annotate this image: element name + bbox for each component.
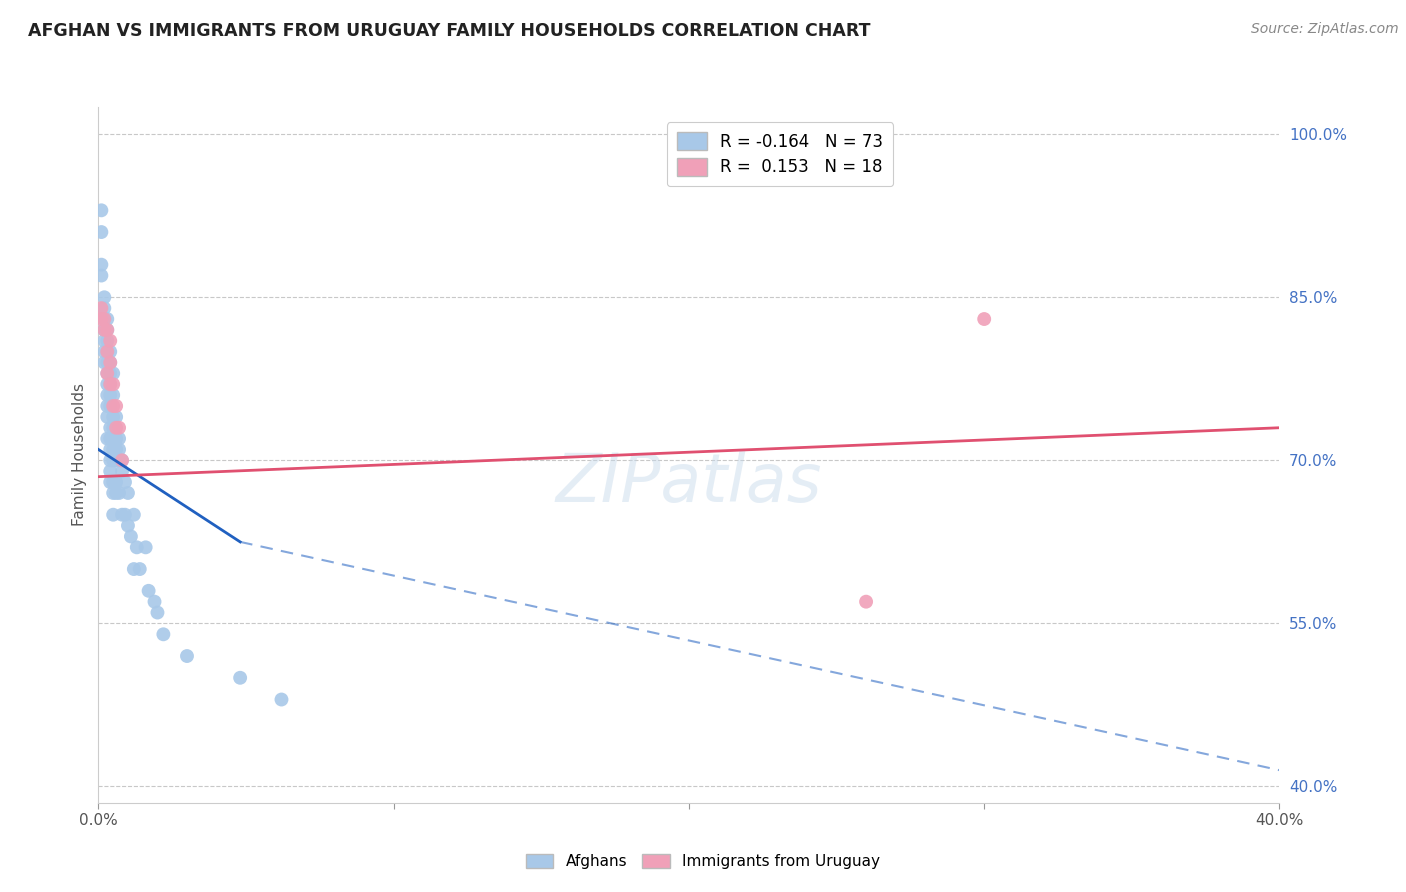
Point: [855, 595, 877, 609]
Point: [96, 312, 118, 326]
Point: [96, 334, 118, 348]
Point: [111, 453, 134, 467]
Point: [108, 442, 131, 457]
Text: AFGHAN VS IMMIGRANTS FROM URUGUAY FAMILY HOUSEHOLDS CORRELATION CHART: AFGHAN VS IMMIGRANTS FROM URUGUAY FAMILY…: [28, 22, 870, 40]
Point: [98, 377, 121, 392]
Point: [98, 334, 121, 348]
Point: [105, 421, 128, 435]
Point: [93, 355, 115, 369]
Point: [96, 399, 118, 413]
Point: [108, 421, 131, 435]
Point: [146, 606, 169, 620]
Point: [103, 453, 125, 467]
Point: [103, 409, 125, 424]
Point: [90, 225, 112, 239]
Y-axis label: Family Households: Family Households: [72, 384, 87, 526]
Point: [96, 367, 118, 381]
Point: [98, 432, 121, 446]
Legend: Afghans, Immigrants from Uruguay: Afghans, Immigrants from Uruguay: [520, 847, 886, 875]
Point: [114, 475, 136, 489]
Point: [96, 355, 118, 369]
Point: [122, 508, 145, 522]
Point: [103, 475, 125, 489]
Point: [105, 475, 128, 489]
Point: [111, 508, 134, 522]
Point: [98, 421, 121, 435]
Point: [93, 301, 115, 315]
Point: [122, 562, 145, 576]
Point: [98, 377, 121, 392]
Point: [105, 442, 128, 457]
Legend: R = -0.164   N = 73, R =  0.153   N = 18: R = -0.164 N = 73, R = 0.153 N = 18: [666, 122, 893, 186]
Point: [98, 388, 121, 402]
Point: [103, 388, 125, 402]
Text: Source: ZipAtlas.com: Source: ZipAtlas.com: [1251, 22, 1399, 37]
Point: [138, 583, 160, 598]
Point: [93, 344, 115, 359]
Point: [103, 508, 125, 522]
Point: [93, 323, 115, 337]
Point: [96, 409, 118, 424]
Point: [120, 529, 142, 543]
Point: [111, 464, 134, 478]
Point: [973, 312, 995, 326]
Point: [108, 453, 131, 467]
Point: [96, 388, 118, 402]
Point: [98, 399, 121, 413]
Point: [98, 464, 121, 478]
Point: [96, 344, 118, 359]
Point: [105, 409, 128, 424]
Point: [103, 399, 125, 413]
Point: [93, 312, 115, 326]
Point: [98, 442, 121, 457]
Point: [103, 442, 125, 457]
Point: [117, 486, 139, 500]
Point: [98, 344, 121, 359]
Point: [98, 367, 121, 381]
Point: [143, 595, 166, 609]
Point: [105, 486, 128, 500]
Point: [90, 268, 112, 283]
Point: [105, 399, 128, 413]
Point: [93, 312, 115, 326]
Point: [93, 290, 115, 304]
Point: [93, 334, 115, 348]
Point: [103, 377, 125, 392]
Point: [117, 518, 139, 533]
Point: [90, 258, 112, 272]
Point: [96, 323, 118, 337]
Point: [114, 508, 136, 522]
Point: [96, 323, 118, 337]
Point: [229, 671, 252, 685]
Point: [96, 344, 118, 359]
Point: [103, 486, 125, 500]
Point: [96, 367, 118, 381]
Point: [98, 475, 121, 489]
Point: [135, 541, 157, 555]
Text: ZIPatlas: ZIPatlas: [555, 450, 823, 516]
Point: [270, 692, 292, 706]
Point: [128, 562, 150, 576]
Point: [98, 453, 121, 467]
Point: [96, 432, 118, 446]
Point: [90, 312, 112, 326]
Point: [105, 453, 128, 467]
Point: [105, 432, 128, 446]
Point: [96, 377, 118, 392]
Point: [103, 421, 125, 435]
Point: [176, 648, 198, 663]
Point: [98, 355, 121, 369]
Point: [152, 627, 174, 641]
Point: [111, 453, 134, 467]
Point: [103, 367, 125, 381]
Point: [98, 355, 121, 369]
Point: [108, 432, 131, 446]
Point: [90, 301, 112, 315]
Point: [108, 486, 131, 500]
Point: [93, 323, 115, 337]
Point: [90, 203, 112, 218]
Point: [125, 541, 148, 555]
